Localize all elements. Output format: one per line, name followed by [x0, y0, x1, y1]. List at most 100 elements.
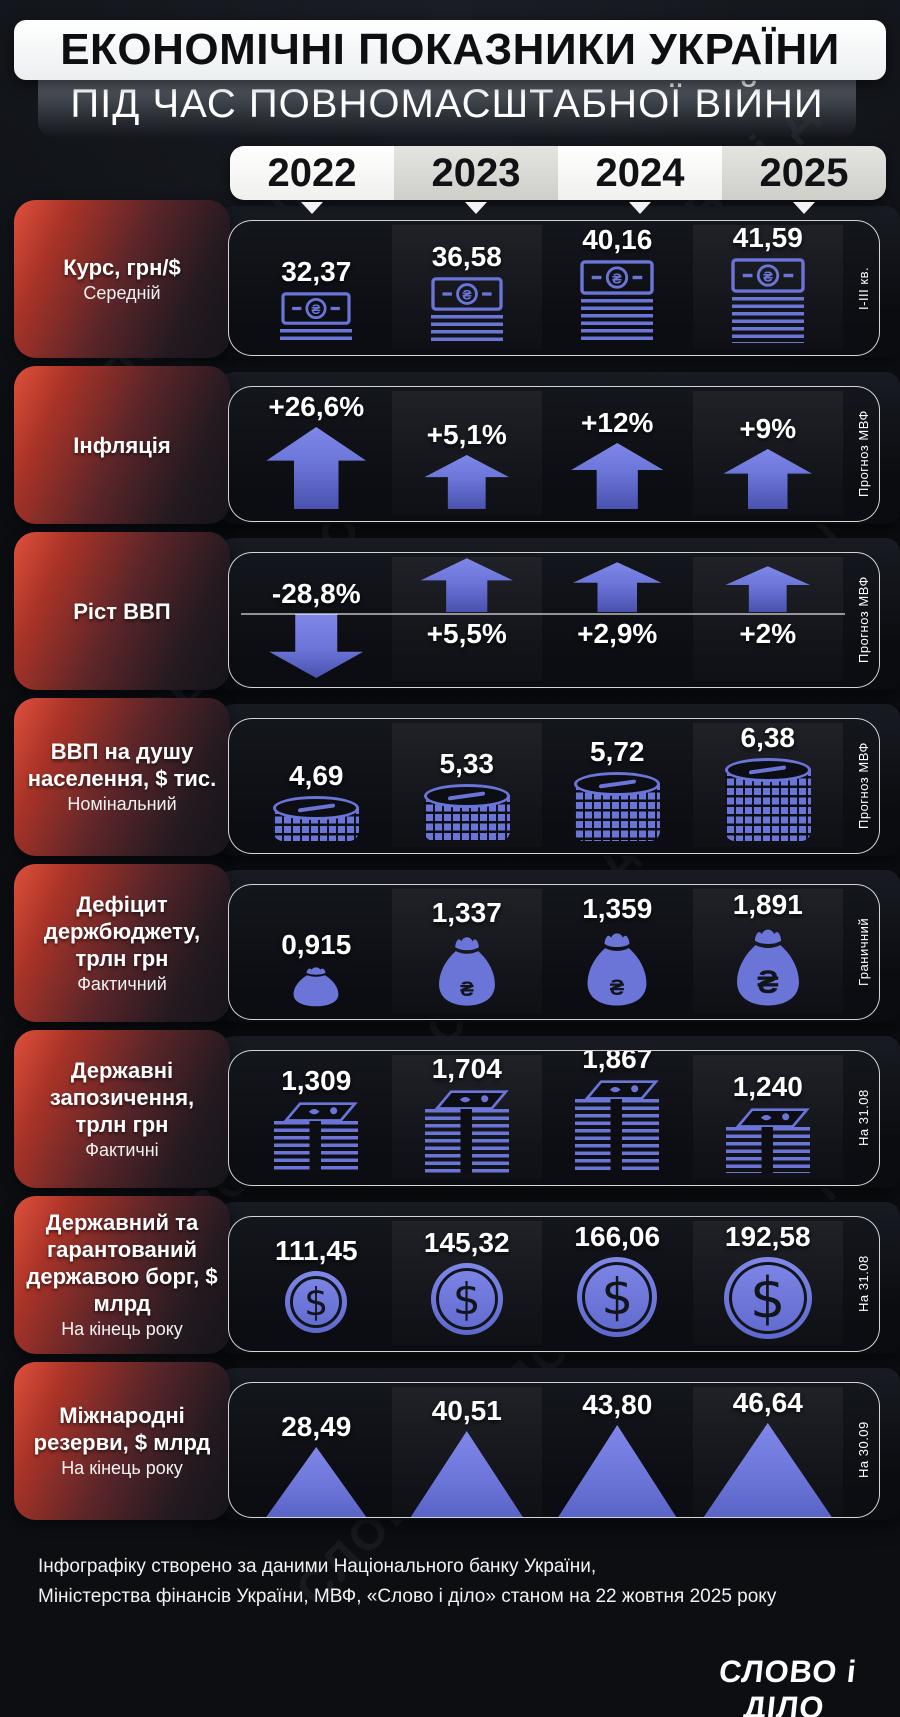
brand-logo-text: СЛОВО і ДІЛО — [717, 1654, 859, 1717]
value-label: +12% — [581, 407, 654, 438]
triangle-down-icon — [465, 202, 487, 214]
data-cell-2023: 40,51 — [391, 1387, 542, 1517]
value-label: 36,58 — [431, 241, 502, 272]
up-arrow-icon — [723, 449, 812, 509]
data-cell-2025: 41,59 ₴ — [692, 222, 843, 349]
value-label: 111,45 — [274, 1235, 358, 1266]
year-2022: 2022 — [230, 146, 394, 200]
source-line-1: Інфографіку створено за даними Національ… — [38, 1556, 597, 1577]
data-cell-2023: 1,337 ₴ — [391, 889, 542, 1013]
data-cell-2022: 32,37 ₴ — [241, 225, 392, 349]
banknote-bundle-icon — [424, 1089, 510, 1173]
data-cell-2023: 145,32 $ — [391, 1221, 542, 1345]
value-label: 5,33 — [439, 748, 495, 779]
data-cell-2024: 5,72 — [542, 723, 693, 847]
value-label: 41,59 — [732, 222, 803, 253]
brand-logo: СЛОВО і ДІЛО — [688, 1654, 884, 1717]
value-label: 28,49 — [281, 1411, 352, 1442]
row-sublabel: На кінець року — [61, 1319, 183, 1339]
dollar-coin-icon: $ — [285, 1271, 348, 1333]
side-note: І-ІІІ кв. — [856, 266, 871, 310]
value-label: 1,891 — [732, 889, 803, 920]
data-cell-2025: +2% — [692, 557, 843, 681]
row-sublabel: Фактичні — [85, 1139, 159, 1160]
triangle-down-icon — [629, 202, 651, 214]
reserve-triangle-icon — [703, 1423, 832, 1517]
year-pointers — [230, 202, 886, 216]
value-label: 6,38 — [740, 722, 796, 753]
data-cell-2025: 6,38 — [692, 722, 843, 847]
source-line-2: Міністерства фінансів України, МВФ, «Сло… — [38, 1586, 777, 1607]
data-cell-2024: +2,9% — [542, 557, 693, 681]
row-label-card: Ріст ВВП — [14, 532, 230, 690]
row-label-card: ВВП на душу населення, $ тис. Номінальни… — [14, 698, 230, 856]
side-note: Прогноз МВФ — [856, 742, 871, 830]
data-cell-2023: +5,5% — [391, 557, 542, 681]
data-cell-2025: +9% — [692, 391, 843, 515]
indicator-rows: Курс, грн/$ Середній 32,37 ₴ 36,58 ₴ 40,… — [0, 200, 900, 1528]
money-bag-icon: ₴ — [438, 937, 495, 1006]
up-arrow-icon — [573, 562, 662, 613]
row-label: Державні запозичення, трлн грн — [49, 1057, 195, 1137]
row-sublabel: На кінець року — [61, 1458, 183, 1478]
data-cell-2025: 1,240 — [692, 1055, 843, 1179]
money-bag-icon — [293, 967, 339, 1007]
year-label: 2023 — [431, 150, 521, 195]
up-arrow-icon — [571, 443, 664, 509]
row-state-debt: Державний та гарантований державою борг,… — [0, 1196, 900, 1354]
value-label: 1,309 — [281, 1065, 352, 1096]
data-cell-2024: 43,80 — [542, 1387, 693, 1517]
row-inflation: Інфляція +26,6% +5,1% +12% +9% Прогноз М… — [0, 366, 900, 524]
row-label: Дефіцит держбюджету, трлн грн — [43, 891, 201, 971]
side-note: Прогноз МВФ — [856, 410, 871, 498]
subtitle-bar: ПІД ЧАС ПОВНОМАСШТАБНОЇ ВІЙНИ — [38, 80, 856, 138]
row-sublabel: Фактичний — [77, 973, 167, 994]
value-label: +5,1% — [426, 419, 507, 450]
value-label: +5,5% — [426, 617, 507, 649]
banknote-bundle-icon — [273, 1101, 359, 1173]
value-label: 1,704 — [431, 1053, 502, 1084]
row-panel: 1,309 1,704 1,867 — [228, 1050, 880, 1186]
row-label-card: Державний та гарантований державою борг,… — [14, 1196, 230, 1354]
year-label: 2024 — [595, 150, 685, 195]
row-label: ВВП на душу населення, $ тис. — [27, 739, 217, 791]
svg-text:₴: ₴ — [763, 269, 773, 285]
row-sublabel: Номінальний — [67, 794, 177, 814]
value-label: 166,06 — [574, 1221, 661, 1252]
year-pointer — [558, 202, 722, 216]
dollar-coin-icon: $ — [723, 1257, 812, 1339]
row-panel: 32,37 ₴ 36,58 ₴ 40,16 ₴ — [228, 220, 880, 356]
data-cell-2025: 1,891 ₴ — [692, 889, 843, 1013]
year-2025: 2025 — [722, 146, 886, 200]
hryvnia-banknote-stack-icon: ₴ — [731, 258, 805, 343]
data-cell-2023: 5,33 — [391, 723, 542, 847]
reserve-triangle-icon — [410, 1431, 523, 1517]
row-label-card: Дефіцит держбюджету, трлн грн Фактичний — [14, 864, 230, 1022]
side-note: На 30.09 — [856, 1421, 871, 1479]
svg-text:₴: ₴ — [312, 302, 321, 317]
title-bar: ЕКОНОМІЧНІ ПОКАЗНИКИ УКРАЇНИ — [14, 20, 886, 80]
value-label: 0,915 — [281, 929, 352, 960]
row-gdp-per-capita: ВВП на душу населення, $ тис. Номінальни… — [0, 698, 900, 856]
value-label: 192,58 — [724, 1221, 811, 1252]
value-label: 1,240 — [732, 1071, 803, 1102]
page-subtitle: ПІД ЧАС ПОВНОМАСШТАБНОЇ ВІЙНИ — [70, 82, 824, 126]
side-note: На 31.08 — [856, 1255, 871, 1313]
side-note: На 31.08 — [856, 1089, 871, 1147]
row-label-card: Інфляція — [14, 366, 230, 524]
data-cell-2022: +26,6% — [241, 391, 392, 515]
reserve-triangle-icon — [266, 1447, 367, 1517]
up-arrow-icon — [725, 566, 811, 613]
row-exchange-rate: Курс, грн/$ Середній 32,37 ₴ 36,58 ₴ 40,… — [0, 200, 900, 358]
row-label: Інфляція — [73, 432, 171, 458]
svg-text:₴: ₴ — [612, 271, 622, 287]
data-cell-2023: 1,704 — [391, 1053, 542, 1179]
banknote-bundle-icon — [725, 1107, 811, 1173]
value-label: 4,69 — [289, 760, 344, 791]
svg-text:₴: ₴ — [610, 975, 625, 1000]
hryvnia-banknote-stack-icon: ₴ — [280, 292, 353, 343]
row-international-reserves: Міжнародні резерви, $ млрд На кінець рок… — [0, 1362, 900, 1520]
year-label: 2022 — [267, 150, 357, 195]
value-label: 145,32 — [423, 1227, 510, 1258]
hryvnia-banknote-stack-icon: ₴ — [430, 277, 503, 343]
